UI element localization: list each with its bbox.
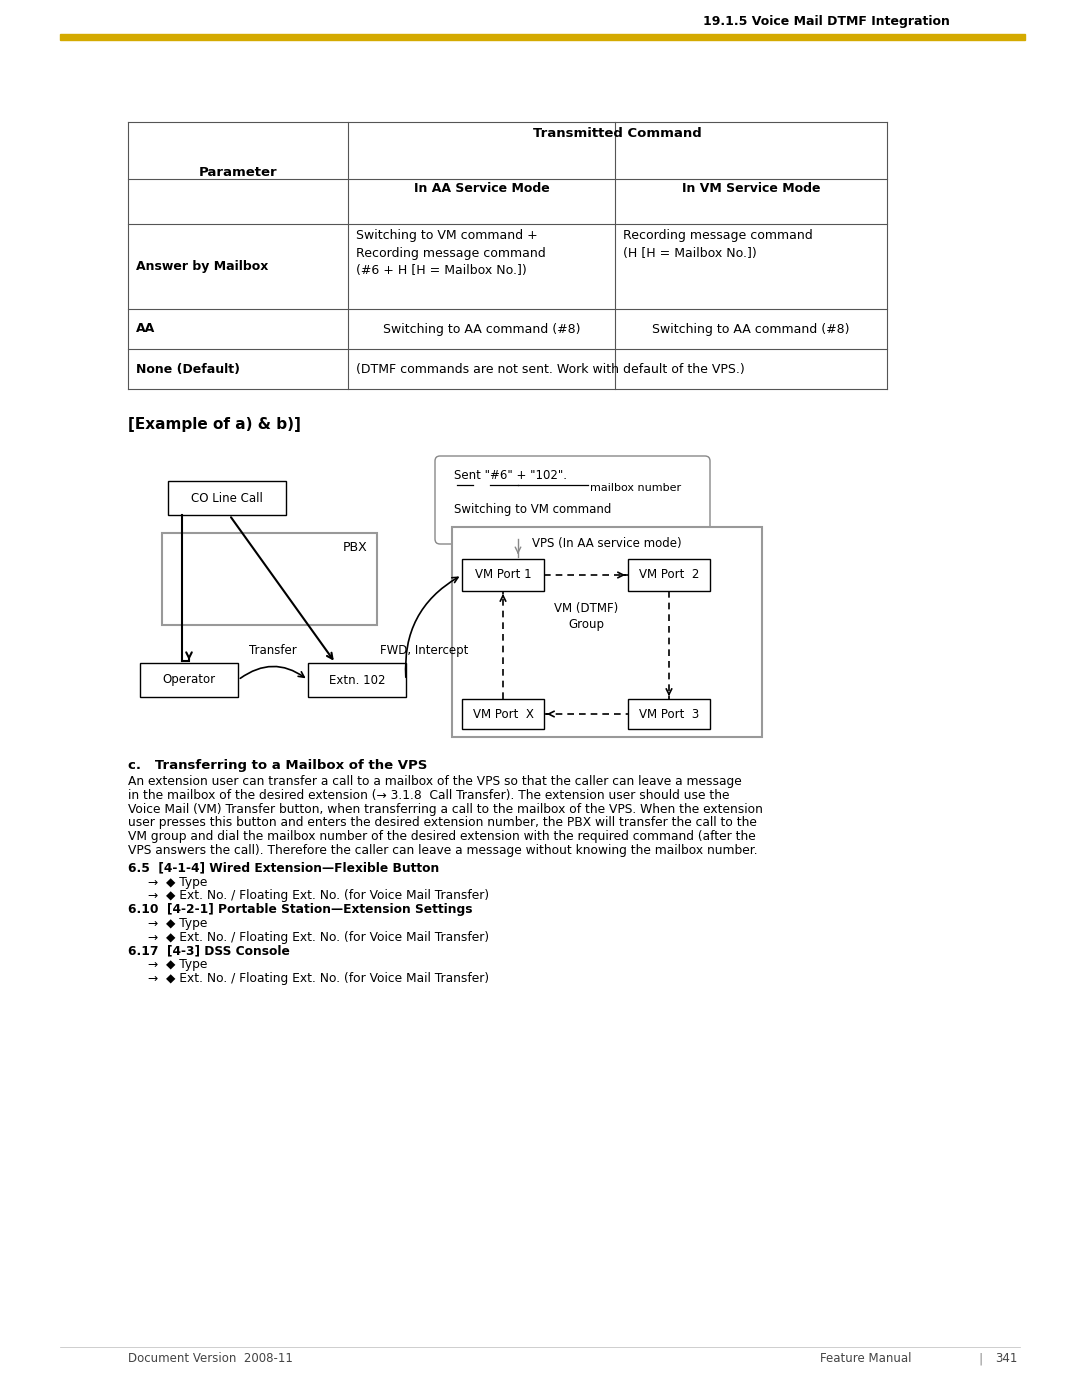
Text: VM group and dial the mailbox number of the desired extension with the required : VM group and dial the mailbox number of … <box>129 830 756 844</box>
Text: [Example of a) & b)]: [Example of a) & b)] <box>129 416 301 432</box>
Text: 6.5  [4-1-4] Wired Extension—Flexible Button: 6.5 [4-1-4] Wired Extension—Flexible But… <box>129 862 440 875</box>
Bar <box>60 34 1025 41</box>
Text: Switching to AA command (#8): Switching to AA command (#8) <box>382 323 580 335</box>
Text: Document Version  2008-11: Document Version 2008-11 <box>129 1352 293 1365</box>
Bar <box>162 534 377 624</box>
Text: →  ◆ Ext. No. / Floating Ext. No. (for Voice Mail Transfer): → ◆ Ext. No. / Floating Ext. No. (for Vo… <box>148 890 489 902</box>
Text: None (Default): None (Default) <box>136 362 240 376</box>
Text: →  ◆ Ext. No. / Floating Ext. No. (for Voice Mail Transfer): → ◆ Ext. No. / Floating Ext. No. (for Vo… <box>148 972 489 985</box>
Text: |: | <box>977 1352 982 1365</box>
Bar <box>627 698 710 729</box>
Text: In VM Service Mode: In VM Service Mode <box>681 182 820 196</box>
Text: →  ◆ Type: → ◆ Type <box>148 958 207 971</box>
Text: In AA Service Mode: In AA Service Mode <box>414 182 550 196</box>
Text: Switching to VM command: Switching to VM command <box>454 503 611 515</box>
Bar <box>462 559 544 591</box>
Text: →  ◆ Type: → ◆ Type <box>148 876 207 888</box>
Text: (DTMF commands are not sent. Work with default of the VPS.): (DTMF commands are not sent. Work with d… <box>356 362 745 376</box>
Text: Parameter: Parameter <box>199 166 278 179</box>
Text: FWD, Intercept: FWD, Intercept <box>380 644 469 657</box>
Text: Feature Manual: Feature Manual <box>820 1352 912 1365</box>
Bar <box>168 481 286 515</box>
Bar <box>140 664 238 697</box>
Text: AA: AA <box>136 323 156 335</box>
Text: VM Port  2: VM Port 2 <box>638 569 699 581</box>
Text: →  ◆ Type: → ◆ Type <box>148 916 207 930</box>
Text: 19.1.5 Voice Mail DTMF Integration: 19.1.5 Voice Mail DTMF Integration <box>703 15 950 28</box>
Text: VM Port  3: VM Port 3 <box>639 707 699 721</box>
Bar <box>627 559 710 591</box>
Text: 6.17  [4-3] DSS Console: 6.17 [4-3] DSS Console <box>129 944 289 957</box>
Text: CO Line Call: CO Line Call <box>191 492 262 504</box>
Text: VPS answers the call). Therefore the caller can leave a message without knowing : VPS answers the call). Therefore the cal… <box>129 844 758 856</box>
Text: Voice Mail (VM) Transfer button, when transferring a call to the mailbox of the : Voice Mail (VM) Transfer button, when tr… <box>129 803 762 816</box>
Text: mailbox number: mailbox number <box>590 483 681 493</box>
FancyBboxPatch shape <box>435 455 710 543</box>
Text: Extn. 102: Extn. 102 <box>328 673 386 686</box>
Text: Transfer: Transfer <box>249 644 297 657</box>
Bar <box>308 664 406 697</box>
Text: 341: 341 <box>995 1352 1017 1365</box>
Text: c.   Transferring to a Mailbox of the VPS: c. Transferring to a Mailbox of the VPS <box>129 759 428 773</box>
Text: Transmitted Command: Transmitted Command <box>534 127 702 140</box>
Text: Answer by Mailbox: Answer by Mailbox <box>136 260 268 272</box>
Text: VPS (In AA service mode): VPS (In AA service mode) <box>532 536 681 550</box>
Text: Recording message command
(H [H = Mailbox No.]): Recording message command (H [H = Mailbo… <box>623 229 813 260</box>
Text: VM Port 1: VM Port 1 <box>475 569 531 581</box>
Text: →  ◆ Ext. No. / Floating Ext. No. (for Voice Mail Transfer): → ◆ Ext. No. / Floating Ext. No. (for Vo… <box>148 930 489 944</box>
Bar <box>453 527 762 738</box>
Text: VM Port  X: VM Port X <box>473 707 534 721</box>
Text: Switching to AA command (#8): Switching to AA command (#8) <box>652 323 850 335</box>
Text: An extension user can transfer a call to a mailbox of the VPS so that the caller: An extension user can transfer a call to… <box>129 775 742 788</box>
Text: Operator: Operator <box>162 673 216 686</box>
Bar <box>462 698 544 729</box>
Text: PBX: PBX <box>342 541 367 555</box>
Text: Sent "#6" + "102".: Sent "#6" + "102". <box>454 469 567 482</box>
Text: VM (DTMF)
Group: VM (DTMF) Group <box>554 602 618 631</box>
Text: in the mailbox of the desired extension (→ 3.1.8  Call Transfer). The extension : in the mailbox of the desired extension … <box>129 789 729 802</box>
Text: Switching to VM command +
Recording message command
(#6 + H [H = Mailbox No.]): Switching to VM command + Recording mess… <box>356 229 545 277</box>
Text: user presses this button and enters the desired extension number, the PBX will t: user presses this button and enters the … <box>129 816 757 830</box>
Text: 6.10  [4-2-1] Portable Station—Extension Settings: 6.10 [4-2-1] Portable Station—Extension … <box>129 904 473 916</box>
